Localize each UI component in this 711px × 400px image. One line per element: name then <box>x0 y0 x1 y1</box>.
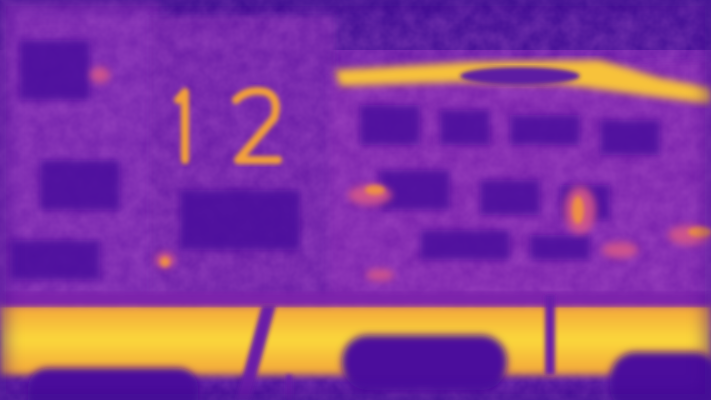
car-right <box>610 352 711 400</box>
posts <box>236 295 555 400</box>
facade-details <box>10 40 660 280</box>
sign-digit-2 <box>232 87 282 164</box>
sign-digit-1 <box>174 88 189 164</box>
sign-12 <box>174 87 282 164</box>
car-center <box>342 335 507 390</box>
foreground-objects <box>28 335 711 400</box>
car-left <box>28 368 198 400</box>
roof-vent <box>460 67 580 85</box>
street-band-dark-edge <box>0 292 711 306</box>
